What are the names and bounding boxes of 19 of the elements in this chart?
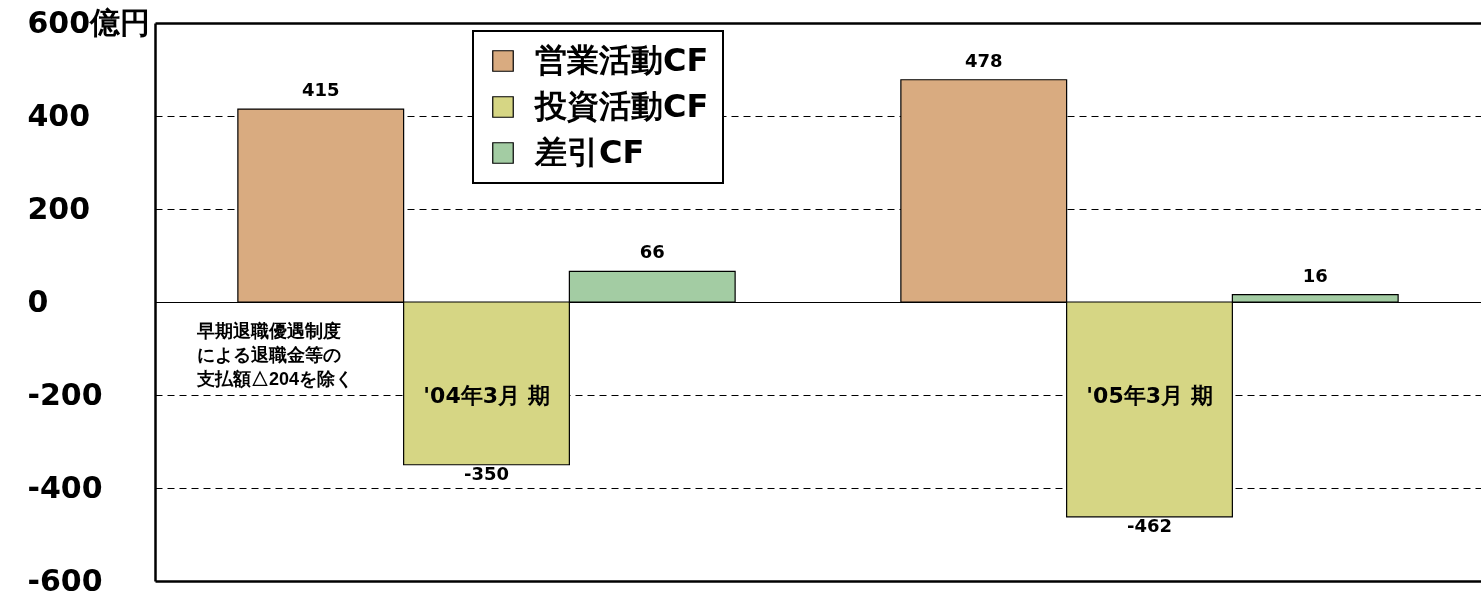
y-tick-label: 0 [27, 283, 49, 319]
data-label: 478 [964, 49, 1003, 71]
x-tick-label: '04年3月 期 [423, 382, 550, 408]
data-label: 66 [639, 241, 665, 263]
y-tick-label: -600 [27, 562, 103, 598]
y-tick-label: 600億円 [27, 4, 151, 40]
x-tick-label: '05年3月 期 [1086, 382, 1213, 408]
legend-label: 投資活動CF [533, 87, 709, 125]
annotation: 早期退職優遇制度による退職金等の支払額△204を除く [196, 321, 354, 389]
legend-label: 営業活動CF [535, 41, 709, 79]
y-tick-label: 200 [27, 190, 91, 226]
data-label: -462 [1126, 514, 1173, 536]
y-tick-label: 400 [27, 97, 91, 133]
data-label: 16 [1302, 264, 1328, 286]
legend-label: 差引CF [534, 133, 645, 171]
data-label: -350 [463, 462, 510, 484]
y-tick-label: -400 [27, 469, 103, 505]
data-label: 415 [301, 79, 340, 101]
y-tick-label: -200 [27, 376, 103, 412]
